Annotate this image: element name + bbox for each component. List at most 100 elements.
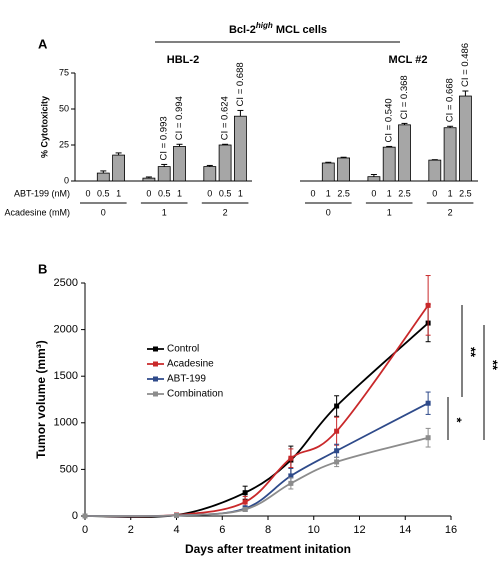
legend-label: Control (167, 344, 199, 355)
x-tick-label: 0 (146, 188, 151, 198)
chart-title: MCL #2 (389, 54, 428, 66)
marker (288, 480, 294, 486)
x-tick-label: 0.5 (219, 188, 232, 198)
marker (174, 513, 179, 519)
group-label: 2 (448, 207, 453, 217)
marker (242, 490, 248, 496)
marker (425, 302, 431, 308)
marker (82, 513, 88, 519)
significance-label: ** (486, 360, 500, 371)
marker (425, 435, 431, 441)
bar (218, 144, 232, 182)
series-line (84, 402, 429, 518)
header: Bcl-2high MCL cells (229, 20, 327, 36)
bar (458, 95, 472, 182)
bar (367, 176, 381, 182)
chart-title: HBL-2 (167, 54, 199, 66)
bar (233, 115, 247, 182)
significance-label: * (450, 417, 465, 423)
y-axis-label: Tumor volume (mm³) (34, 340, 48, 458)
x-tick-label: 8 (265, 524, 271, 536)
group-label: 1 (387, 207, 392, 217)
ci-label: CI = 0.540 (384, 98, 395, 142)
panel-label: A (38, 36, 48, 51)
ci-label: CI = 0.486 (460, 43, 471, 87)
group-label: 1 (162, 207, 167, 217)
marker (288, 473, 294, 479)
x-tick-label: 2.5 (337, 188, 350, 198)
x-tick-label: 1 (238, 188, 243, 198)
x-tick-label: 10 (308, 524, 320, 536)
marker (334, 448, 340, 454)
ci-label: CI = 0.624 (220, 96, 231, 140)
series-line (84, 436, 429, 518)
marker (242, 506, 248, 512)
x-tick-label: 2.5 (459, 188, 472, 198)
y-tick-label: 500 (60, 463, 78, 475)
x-tick-label: 4 (173, 524, 179, 536)
marker (334, 459, 340, 465)
x-tick-label: 0.5 (97, 188, 110, 198)
series-line (84, 322, 429, 518)
series-line (84, 304, 429, 518)
row-label: Acadesine (mM) (4, 207, 70, 217)
marker (334, 428, 340, 434)
bar (142, 177, 156, 182)
x-tick-label: 16 (445, 524, 457, 536)
x-tick-label: 1 (326, 188, 331, 198)
legend-label: ABT-199 (167, 374, 206, 385)
x-tick-label: 1 (448, 188, 453, 198)
legend-marker (153, 376, 158, 382)
x-tick-label: 12 (353, 524, 365, 536)
bar (157, 166, 171, 182)
x-tick-label: 2 (128, 524, 134, 536)
y-tick-label: 2500 (54, 277, 78, 289)
ci-label: CI = 0.993 (159, 116, 170, 160)
significance-label: ** (464, 347, 479, 358)
legend-marker (153, 361, 158, 367)
x-tick-label: 0 (310, 188, 315, 198)
group-label: 2 (223, 207, 228, 217)
legend-label: Acadesine (167, 359, 214, 370)
x-tick-label: 1 (177, 188, 182, 198)
x-tick-label: 14 (399, 524, 411, 536)
bar (112, 154, 125, 182)
x-tick-label: 1 (387, 188, 392, 198)
x-tick-label: 2.5 (398, 188, 411, 198)
bar (428, 159, 442, 182)
legend-label: Combination (167, 389, 223, 400)
header-text: Bcl-2 (229, 24, 256, 36)
bar (96, 172, 110, 182)
x-tick-label: 0 (432, 188, 437, 198)
y-tick-label: 1000 (54, 417, 78, 429)
bar (398, 124, 411, 182)
group-label: 0 (101, 207, 106, 217)
y-tick-label: 75 (59, 67, 69, 77)
group-label: 0 (326, 207, 331, 217)
y-axis-label: % Cytotoxicity (39, 96, 49, 158)
x-axis-label: Days after treatment initation (185, 542, 351, 556)
y-tick-label: 0 (64, 175, 69, 185)
x-tick-label: 6 (219, 524, 225, 536)
ci-label: CI = 0.688 (235, 62, 246, 106)
y-tick-label: 25 (59, 139, 69, 149)
legend-marker (153, 346, 158, 352)
y-tick-label: 2000 (54, 324, 78, 336)
row-label: ABT-199 (nM) (14, 188, 70, 198)
y-tick-label: 1500 (54, 370, 78, 382)
header-after: MCL cells (276, 24, 327, 36)
marker (425, 400, 431, 406)
y-tick-label: 0 (72, 510, 78, 522)
legend-marker (153, 391, 158, 397)
marker (288, 455, 294, 461)
x-tick-label: 0 (371, 188, 376, 198)
ci-label: CI = 0.994 (174, 96, 185, 140)
x-tick-label: 0 (82, 524, 88, 536)
bar (321, 162, 335, 182)
marker (334, 403, 340, 409)
y-tick-label: 50 (59, 103, 69, 113)
bar (337, 157, 351, 182)
x-tick-label: 0.5 (158, 188, 171, 198)
bar (203, 166, 217, 182)
